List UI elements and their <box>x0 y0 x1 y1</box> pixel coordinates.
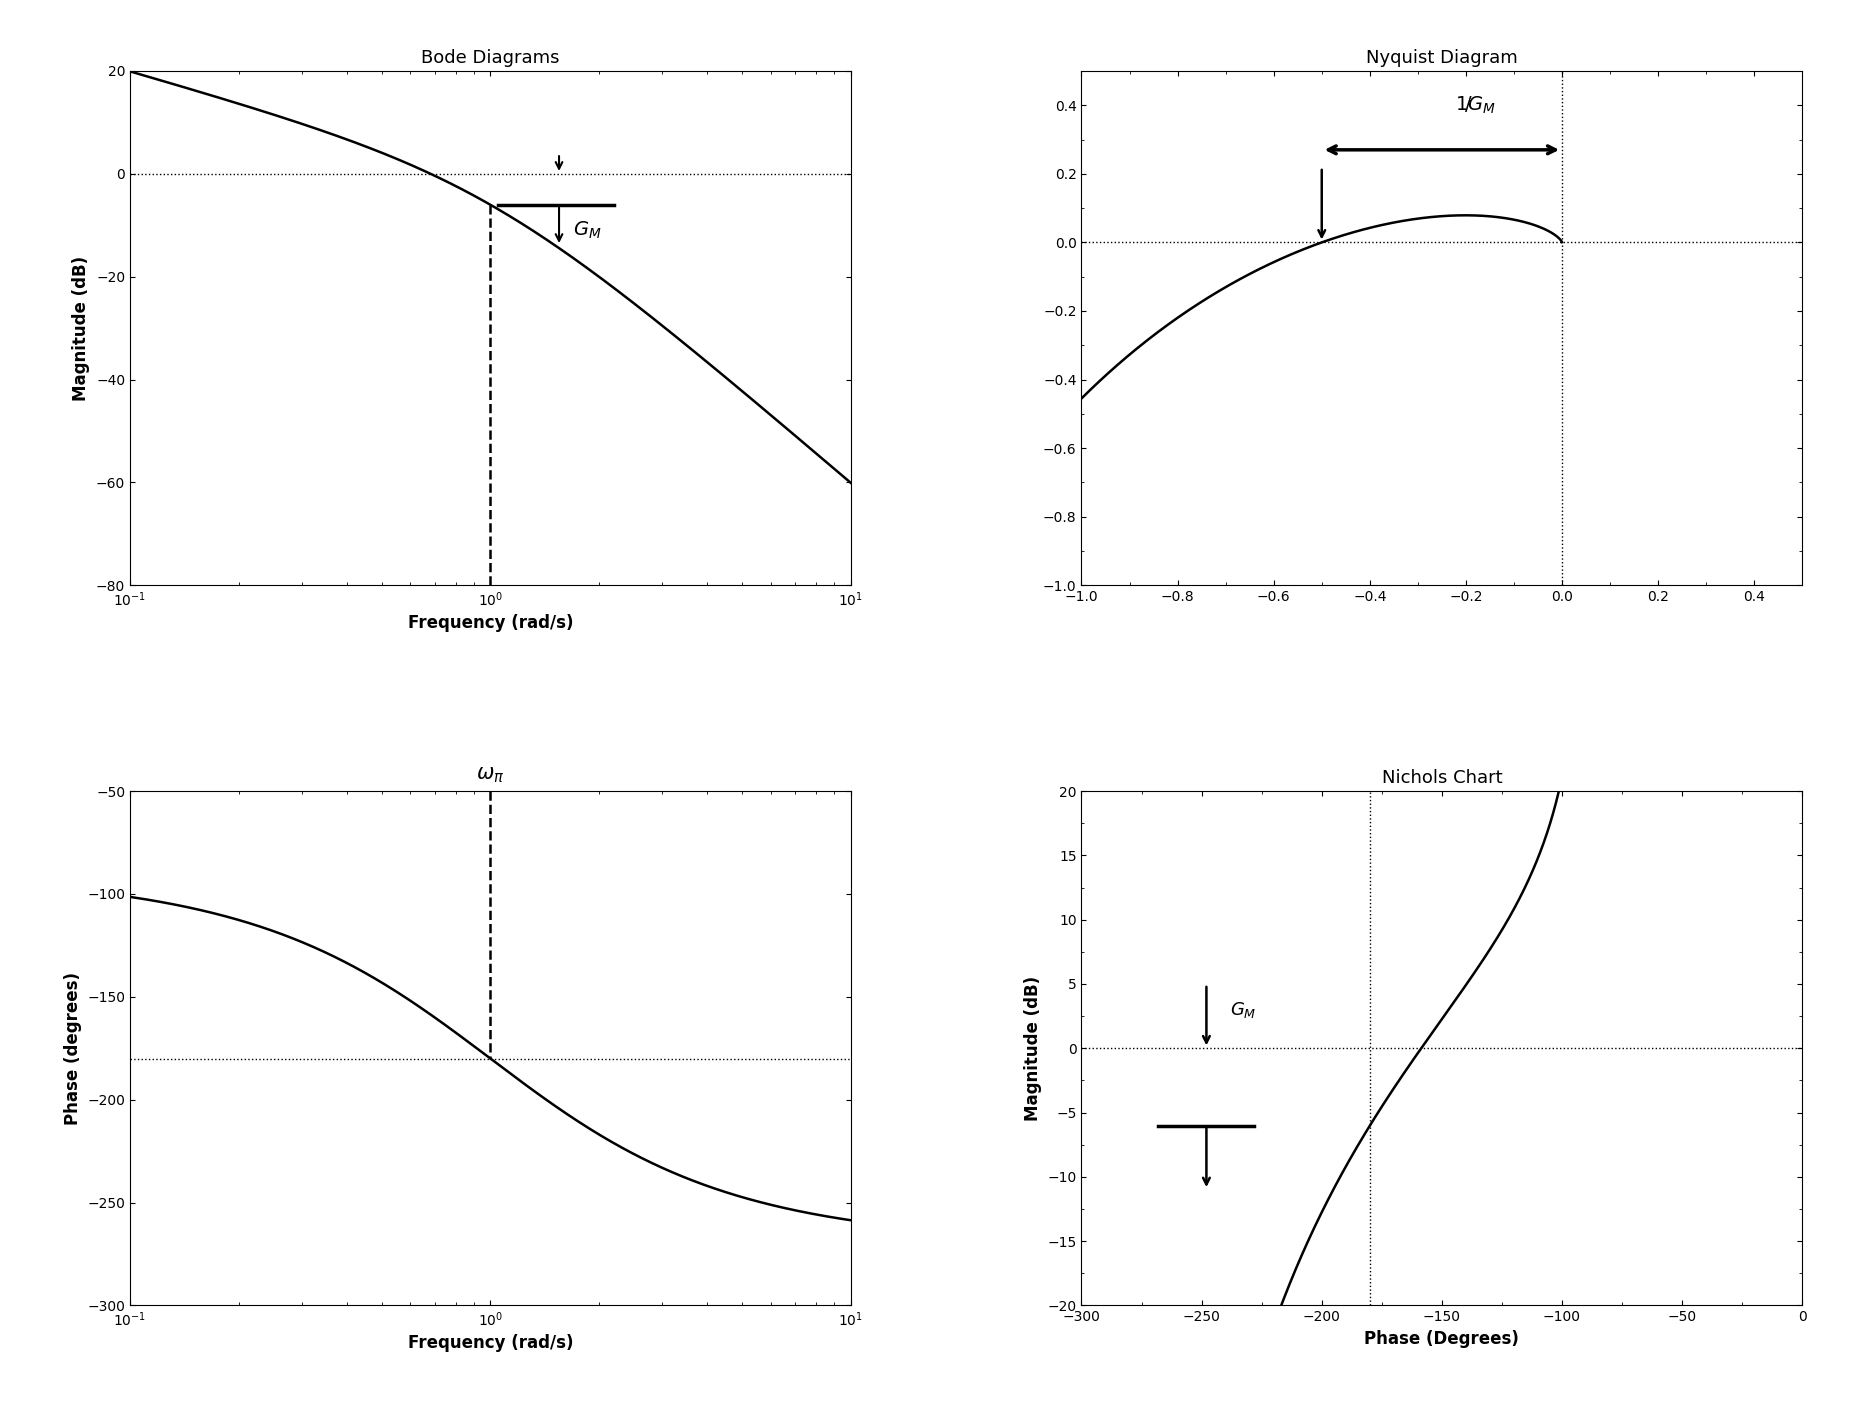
X-axis label: Frequency (rad/s): Frequency (rad/s) <box>407 614 574 633</box>
Y-axis label: Phase (degrees): Phase (degrees) <box>63 972 82 1125</box>
Title: Nichols Chart: Nichols Chart <box>1382 769 1500 786</box>
Title: Nyquist Diagram: Nyquist Diagram <box>1365 48 1517 67</box>
Text: $G_M$: $G_M$ <box>574 220 602 241</box>
Title: Bode Diagrams: Bode Diagrams <box>422 48 559 67</box>
Text: $1\!/\!G_M$: $1\!/\!G_M$ <box>1454 95 1495 116</box>
Y-axis label: Magnitude (dB): Magnitude (dB) <box>1023 976 1042 1121</box>
Text: $G_M$: $G_M$ <box>1229 1000 1257 1020</box>
Text: $\omega_\pi$: $\omega_\pi$ <box>475 765 505 785</box>
Y-axis label: Magnitude (dB): Magnitude (dB) <box>72 255 91 400</box>
X-axis label: Phase (Degrees): Phase (Degrees) <box>1363 1330 1519 1348</box>
X-axis label: Frequency (rad/s): Frequency (rad/s) <box>407 1334 574 1352</box>
